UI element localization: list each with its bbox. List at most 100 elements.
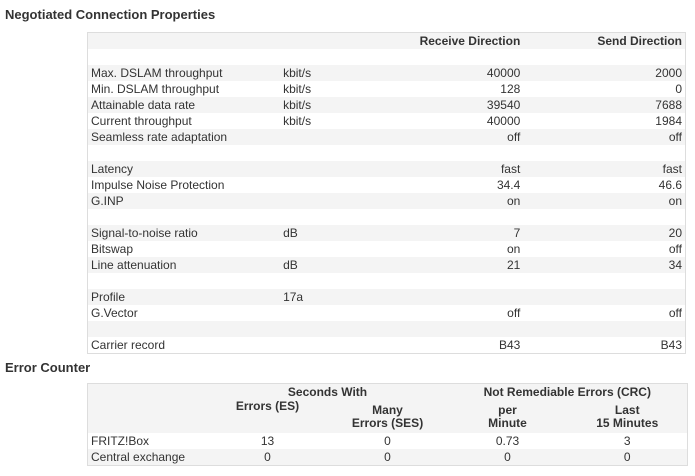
row-receive-value: 128 (500, 82, 521, 96)
row-receive-value (381, 209, 523, 225)
error-counter-table: Seconds With Not Remediable Errors (CRC)… (87, 383, 689, 466)
header-unit (280, 33, 381, 50)
row-errors-es: 0 (264, 450, 271, 464)
row-unit: kbit/s (283, 98, 312, 112)
row-per-minute: 0 (504, 450, 511, 464)
table-row: Latency fast fast (87, 161, 686, 177)
row-label: G.INP (91, 194, 124, 208)
header-last-15-minutes: Last 15 Minutes (596, 402, 659, 430)
row-label: Latency (91, 162, 134, 176)
row-unit (280, 145, 381, 161)
table-row: Min. DSLAM throughput kbit/s 128 0 (87, 81, 686, 97)
header-receive-direction: Receive Direction (419, 34, 521, 48)
row-send-value: 0 (675, 82, 682, 96)
row-last-15-minutes: 0 (623, 450, 631, 464)
row-unit: kbit/s (283, 114, 312, 128)
row-unit (280, 305, 381, 321)
header-send-direction: Send Direction (597, 34, 682, 48)
row-receive-value: off (507, 130, 521, 144)
row-label: Line attenuation (91, 258, 177, 272)
row-many-errors-ses: 0 (384, 434, 391, 448)
error-group-header-row: Seconds With Not Remediable Errors (CRC) (87, 383, 688, 400)
row-receive-value (381, 145, 523, 161)
row-label (88, 273, 281, 289)
table-row: Current throughput kbit/s 40000 1984 (87, 113, 686, 129)
row-unit (280, 321, 381, 337)
table-row (87, 273, 686, 289)
row-receive-value: off (507, 306, 521, 320)
table-row: Impulse Noise Protection 34.4 46.6 (87, 177, 686, 193)
row-send-value: off (668, 242, 682, 256)
table-row: Signal-to-noise ratio dB 7 20 (87, 225, 686, 241)
row-label: Impulse Noise Protection (91, 178, 225, 192)
row-send-value: 2000 (655, 66, 682, 80)
row-send-value (523, 145, 685, 161)
row-receive-value: 40000 (486, 114, 521, 128)
row-send-value: 34 (668, 258, 682, 272)
row-receive-value: 21 (506, 258, 521, 272)
table-row: Bitswap on off (87, 241, 686, 257)
row-receive-value: 34.4 (496, 178, 521, 192)
row-receive-value (381, 273, 523, 289)
row-label: Seamless rate adaptation (91, 130, 228, 144)
row-receive-value (381, 321, 523, 337)
row-label (88, 145, 281, 161)
row-send-value (523, 321, 685, 337)
row-receive-value: 39540 (486, 98, 521, 112)
row-send-value (523, 289, 685, 305)
table-row: G.Vector off off (87, 305, 686, 321)
row-receive-value: 40000 (486, 66, 521, 80)
row-label: Profile (91, 290, 126, 304)
table-row (87, 321, 686, 337)
row-send-value (523, 49, 685, 65)
header-not-remediable-errors: Not Remediable Errors (CRC) (483, 384, 651, 399)
section-title-error-counter: Error Counter (5, 360, 91, 375)
table-row: G.INP on on (87, 193, 686, 209)
row-label: Current throughput (91, 114, 192, 128)
row-errors-es: 13 (260, 434, 275, 448)
row-receive-value: fast (500, 162, 521, 176)
row-per-minute: 0.73 (495, 434, 520, 448)
row-unit (280, 337, 381, 354)
row-receive-value: on (506, 242, 521, 256)
row-receive-value (381, 289, 523, 305)
row-send-value: 7688 (655, 98, 682, 112)
row-send-value: 46.6 (658, 178, 682, 192)
row-label (88, 209, 281, 225)
row-receive-value: 7 (513, 226, 521, 240)
header-many-errors-ses: Many Errors (SES) (351, 402, 424, 430)
row-unit: kbit/s (283, 66, 312, 80)
row-unit (280, 129, 381, 145)
row-send-value: 20 (668, 226, 682, 240)
table-row (87, 49, 686, 65)
row-label: Signal-to-noise ratio (91, 226, 198, 240)
table-row: Profile 17a (87, 289, 686, 305)
row-label (88, 49, 281, 65)
header-per-minute: per Minute (488, 402, 527, 430)
row-send-value (523, 273, 685, 289)
table-row: Attainable data rate kbit/s 39540 7688 (87, 97, 686, 113)
row-send-value: off (668, 130, 682, 144)
row-unit (280, 241, 381, 257)
row-label: Carrier record (91, 338, 166, 352)
table-row (87, 145, 686, 161)
row-label: Central exchange (91, 450, 186, 464)
row-unit: 17a (283, 290, 304, 304)
row-label: Bitswap (91, 242, 134, 256)
row-unit (280, 193, 381, 209)
row-send-value: on (668, 194, 682, 208)
header-label (88, 33, 281, 50)
negotiated-properties-table: Receive Direction Send Direction Max. DS… (87, 32, 686, 354)
row-unit (280, 273, 381, 289)
row-unit (280, 49, 381, 65)
header-seconds-with: Seconds With (287, 384, 368, 399)
row-label: G.Vector (91, 306, 138, 320)
row-send-value (523, 209, 685, 225)
table-row: Line attenuation dB 21 34 (87, 257, 686, 273)
error-column-header-row: Errors (ES) Many Errors (SES) per Minute L… (87, 400, 688, 433)
table-row: Max. DSLAM throughput kbit/s 40000 2000 (87, 65, 686, 81)
row-send-value: B43 (660, 338, 682, 352)
row-label: Attainable data rate (91, 98, 196, 112)
table-row: FRITZ!Box 13 0 0.73 3 (87, 433, 688, 449)
row-label: FRITZ!Box (91, 434, 150, 448)
